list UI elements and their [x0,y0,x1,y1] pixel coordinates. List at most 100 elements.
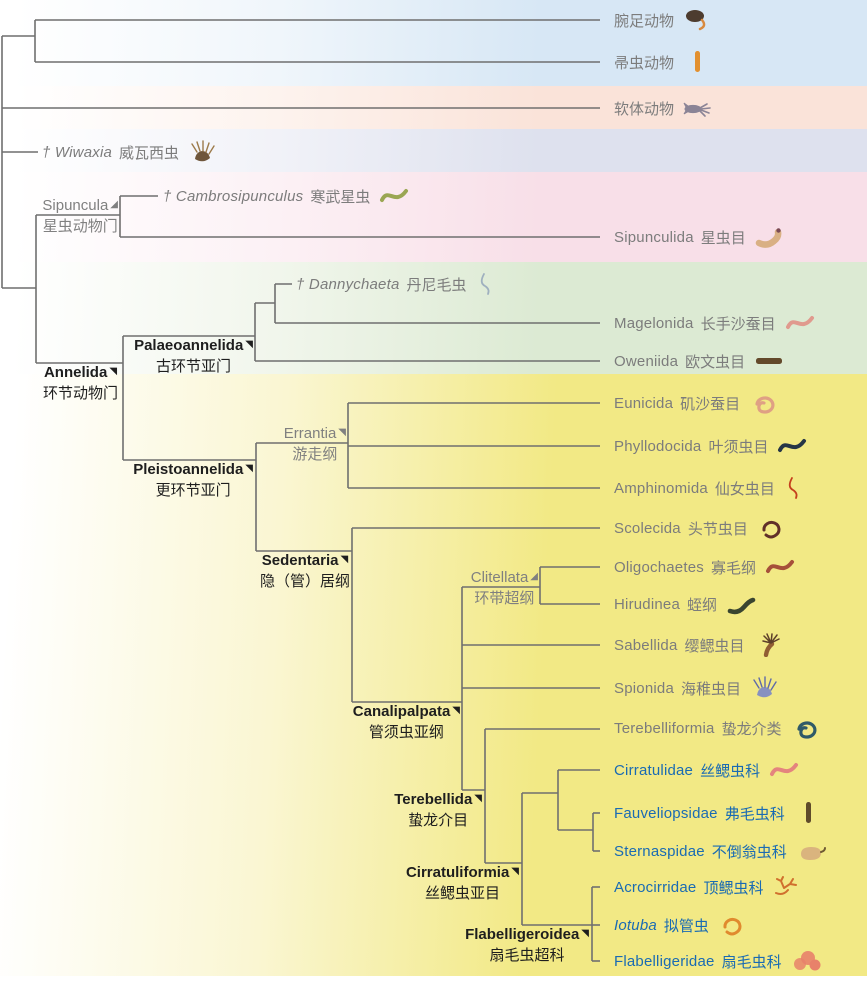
node-latin-name: Sedentaria ◥ [261,552,349,569]
node-palaeoannelida: Palaeoannelida ◥ 古环节亚门 [134,338,253,375]
spionida-organism-icon [753,676,777,698]
eunicida-organism [749,391,779,415]
tip-chinese-name: 头节虫目 [687,520,748,538]
amphinomida-organism-icon [788,477,798,499]
acrocirridae-organism [772,875,802,899]
tip-brachiopoda: 腕足动物 [614,8,713,32]
tip-magelonida: Magelonida 长手沙蚕目 [614,311,815,335]
node-sipuncula: Sipuncula ◢ 星虫动物门 [42,198,118,235]
tip-latin-name: † Wiwaxia [42,143,113,161]
tip-latin-name: Spionida [614,679,674,697]
cirratulidae-organism-icon [770,763,799,776]
palaeoannelida-band [0,262,867,374]
node-latin-name: Clitellata ◢ [470,569,538,586]
amphinomida-organism [784,476,814,500]
tip-acrocirridae: Acrocirridae 顶鳃虫科 [614,875,802,899]
clade-triangle-icon: ◥ [109,366,118,377]
node-errantia: Errantia ◥ 游走纲 [284,426,346,463]
tip-chinese-name: 欧文虫目 [685,353,746,371]
tip-latin-name: Oligochaetes [614,558,704,576]
tip-iotuba: Iotuba 拟管虫 [614,913,748,937]
phyllodocida-organism-icon [778,439,807,452]
node-chinese-name: 星虫动物门 [42,218,118,235]
tip-sabellida: Sabellida 缨鳃虫目 [614,633,784,657]
sternaspidae-organism-icon [800,847,826,860]
terebelliformia-organism [791,716,821,740]
tip-oweniida: Oweniida 欧文虫目 [614,349,784,373]
tip-cambrosipunculus: † Cambrosipunculus 寒武星虫 [163,184,409,208]
lophophorate-band [0,0,867,86]
flabelligeridae-organism [791,949,821,973]
node-pleistoannelida: Pleistoannelida ◥ 更环节亚门 [133,462,253,499]
tip-chinese-name: 弗毛虫科 [724,805,785,823]
pleistoannelida-band [0,374,867,976]
tip-latin-name: Phyllodocida [614,437,702,455]
fauveliopsidae-organism [794,801,824,825]
tip-latin-name: † Cambrosipunculus [163,187,304,205]
tip-latin-name: Flabelligeridae [614,952,715,970]
node-chinese-name: 管须虫亚纲 [368,724,444,741]
mollusca-organism-icon [683,102,711,117]
tip-latin-name: Sternaspidae [614,842,705,860]
tip-chinese-name: 软体动物 [614,100,675,118]
node-chinese-name: 环节动物门 [42,385,118,402]
wiwaxia-band [0,129,867,172]
node-latin-name: Canalipalpata ◥ [352,703,460,720]
node-latin-name: Cirratuliformia ◥ [405,864,519,881]
clade-triangle-icon: ◥ [511,866,519,877]
tip-chinese-name: 仙女虫目 [714,480,775,498]
node-cirratuliformia: Cirratuliformia ◥ 丝鳃虫亚目 [406,865,519,902]
tip-chinese-name: 不倒翁虫科 [711,843,787,861]
node-annelida: Annelida ◥ 环节动物门 [43,365,118,402]
tip-chinese-name: 帚虫动物 [614,54,675,72]
node-latin-name: Palaeoannelida ◥ [134,337,253,354]
tip-fauveliopsidae: Fauveliopsidae 弗毛虫科 [614,801,824,825]
node-chinese-name: 更环节亚门 [155,482,231,499]
tip-spionida: Spionida 海稚虫目 [614,676,780,700]
tip-chinese-name: 腕足动物 [614,12,675,30]
tip-eunicida: Eunicida 矶沙蚕目 [614,391,779,415]
brachiopoda-organism [683,8,713,32]
scolecida-organism [757,516,787,540]
tip-chinese-name: 蛰龙介类 [721,720,782,738]
eunicida-organism-icon [755,396,775,414]
clade-triangle-icon: ◥ [340,554,349,565]
tip-chinese-name: 丝鳃虫科 [700,762,761,780]
oligochaetes-organism [765,555,795,579]
sipunculida-organism [755,225,785,249]
tip-latin-name: Scolecida [614,519,681,537]
tip-chinese-name: 长手沙蚕目 [700,315,776,333]
dannychaeta-organism-icon [480,273,489,295]
tip-oligochaetes: Oligochaetes 寡毛纲 [614,555,795,579]
node-chinese-name: 环带超纲 [474,590,535,607]
hirudinea-organism [726,592,756,616]
hirudinea-organism-icon [727,597,756,615]
tip-chinese-name: 拟管虫 [663,917,709,935]
tip-latin-name: Magelonida [614,314,694,332]
clade-triangle-icon: ◥ [581,928,589,939]
clade-triangle-icon: ◥ [245,463,253,474]
tip-chinese-name: 蛭纲 [687,596,718,614]
tip-hirudinea: Hirudinea 蛭纲 [614,592,756,616]
tip-chinese-name: 丹尼毛虫 [406,276,467,294]
tip-latin-name: Oweniida [614,352,679,370]
cambrosipunculus-organism [379,184,409,208]
node-flabelligeroidea: Flabelligeroidea ◥ 扇毛虫超科 [465,927,589,964]
tip-amphinomida: Amphinomida 仙女虫目 [614,476,814,500]
clade-triangle-icon: ◢ [110,199,118,210]
node-latin-name: Pleistoannelida ◥ [133,461,253,478]
tip-latin-name: Hirudinea [614,595,681,613]
tip-latin-name: Acrocirridae [614,878,697,896]
node-latin-name: Errantia ◥ [283,425,346,442]
tip-wiwaxia: † Wiwaxia 威瓦西虫 [42,140,218,164]
tip-chinese-name: 扇毛虫科 [721,953,782,971]
wiwaxia-organism [188,140,218,164]
node-canalipalpata: Canalipalpata ◥ 管须虫亚纲 [353,704,460,741]
tip-latin-name: Sabellida [614,636,678,654]
acrocirridae-organism-icon [775,876,798,895]
sabellida-organism [754,633,784,657]
tip-latin-name: Fauveliopsidae [614,804,718,822]
tip-phyllodocida: Phyllodocida 叶须虫目 [614,434,807,458]
tip-latin-name: † Dannychaeta [296,275,400,293]
